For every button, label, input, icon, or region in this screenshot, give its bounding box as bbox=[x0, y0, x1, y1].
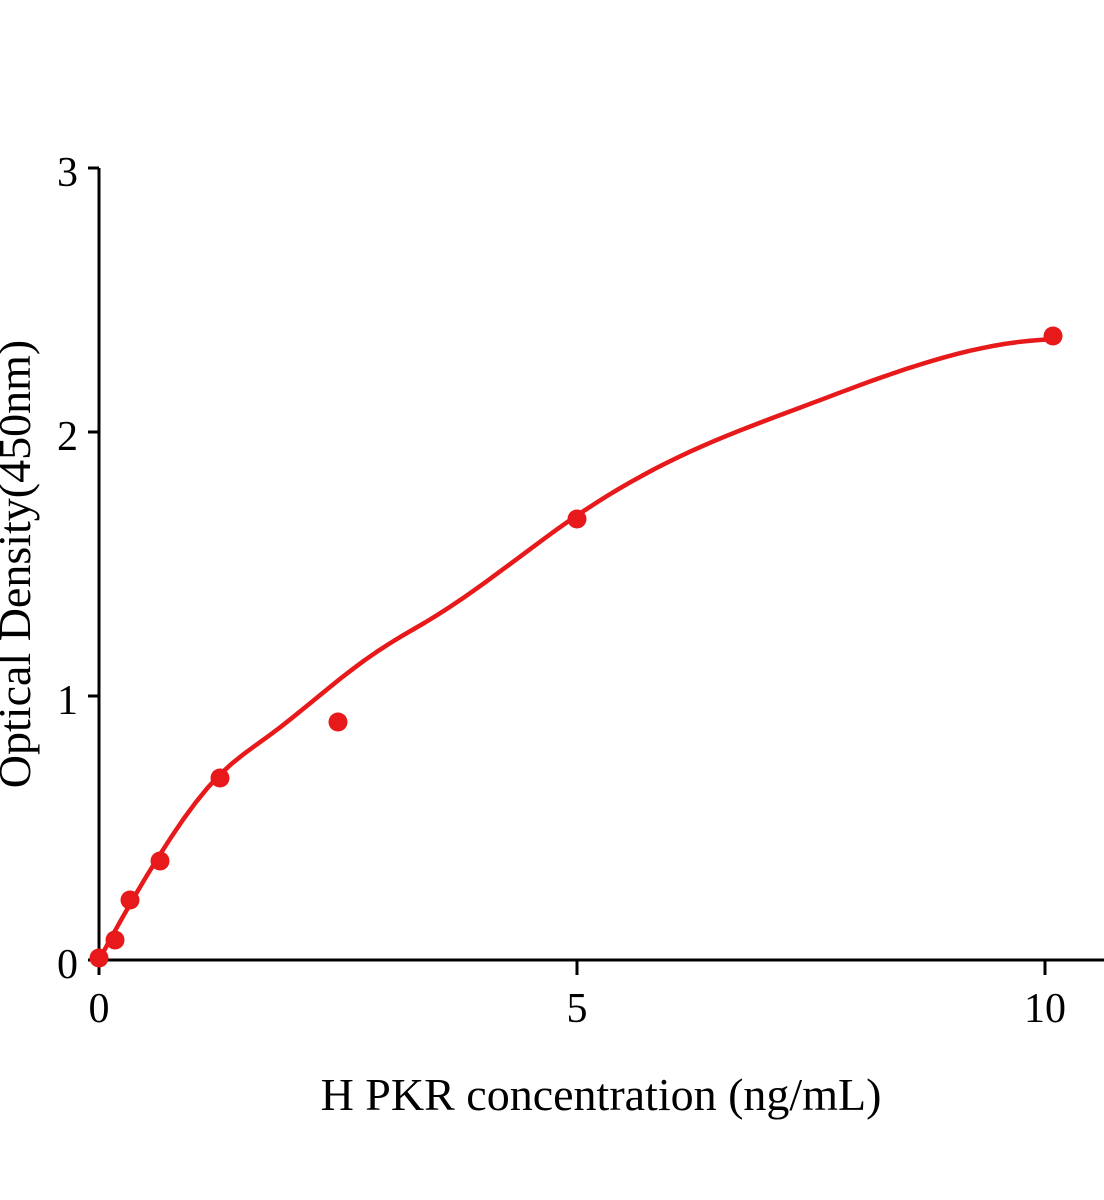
svg-text:0: 0 bbox=[57, 942, 78, 988]
svg-text:Optical Density(450nm): Optical Density(450nm) bbox=[0, 340, 40, 788]
svg-text:0: 0 bbox=[89, 986, 110, 1032]
svg-text:5: 5 bbox=[567, 986, 588, 1032]
svg-text:3: 3 bbox=[57, 150, 78, 196]
svg-text:1: 1 bbox=[57, 678, 78, 724]
svg-text:2: 2 bbox=[57, 414, 78, 460]
svg-text:H PKR concentration (ng/mL): H PKR concentration (ng/mL) bbox=[321, 1069, 882, 1120]
svg-text:10: 10 bbox=[1024, 986, 1066, 1032]
